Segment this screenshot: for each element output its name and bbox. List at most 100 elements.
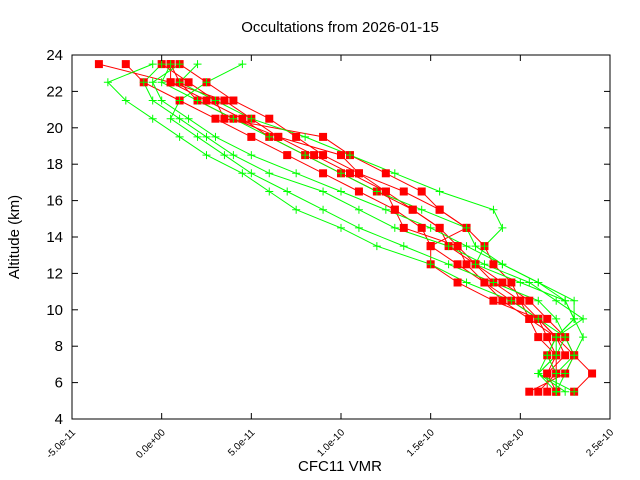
data-point-plus <box>337 223 345 232</box>
data-point-plus <box>462 223 471 232</box>
data-point-plus <box>337 187 345 196</box>
data-point-square <box>274 132 283 141</box>
data-point-plus <box>157 60 166 69</box>
data-point-square <box>354 187 363 196</box>
data-point-plus <box>372 187 381 196</box>
data-point-plus <box>426 223 435 232</box>
data-point-square <box>211 114 220 123</box>
data-point-plus <box>202 151 211 160</box>
data-point-square <box>184 78 193 87</box>
data-point-plus <box>211 132 220 141</box>
data-point-plus <box>381 205 390 214</box>
x-tick-label: 1.0e-10 <box>315 427 347 459</box>
data-point-square <box>265 114 274 123</box>
data-point-plus <box>489 205 498 214</box>
data-point-plus <box>417 205 426 214</box>
data-point-plus <box>552 351 561 360</box>
data-point-square <box>588 369 597 378</box>
data-point-square <box>238 114 247 123</box>
data-point-plus <box>552 387 561 396</box>
data-point-plus <box>319 187 328 196</box>
data-point-plus <box>229 151 238 160</box>
y-tick-label: 24 <box>46 47 63 64</box>
data-point-square <box>453 278 462 287</box>
data-point-square <box>319 132 328 141</box>
data-point-square <box>561 351 570 360</box>
data-point-plus <box>498 260 507 269</box>
data-point-square <box>292 132 301 141</box>
data-point-plus <box>103 78 112 87</box>
y-tick-label: 14 <box>46 229 63 246</box>
data-point-square <box>498 278 507 287</box>
data-point-plus <box>516 278 525 287</box>
profile-line <box>178 63 575 393</box>
data-point-square <box>453 242 462 251</box>
data-point-square <box>489 260 498 269</box>
data-point-plus <box>148 78 157 87</box>
y-tick-label: 6 <box>55 375 63 392</box>
data-point-square <box>426 242 435 251</box>
data-point-plus <box>247 114 256 123</box>
data-point-square <box>435 205 444 214</box>
data-point-plus <box>265 187 274 196</box>
data-point-square <box>408 205 417 214</box>
data-point-plus <box>121 96 130 105</box>
data-point-square <box>202 96 211 105</box>
data-point-plus <box>498 223 507 232</box>
data-point-plus <box>579 314 588 323</box>
data-point-plus <box>292 205 301 214</box>
data-point-plus <box>247 169 256 178</box>
x-tick-label: 2.5e-10 <box>584 427 616 459</box>
data-point-plus <box>552 333 561 342</box>
data-point-plus <box>552 314 561 323</box>
data-point-plus <box>193 132 202 141</box>
data-point-square <box>399 223 408 232</box>
data-point-plus <box>148 60 157 69</box>
data-point-square <box>390 205 399 214</box>
data-point-plus <box>444 260 453 269</box>
data-point-plus <box>184 114 193 123</box>
data-point-plus <box>157 96 166 105</box>
y-axis-label: Altitude (km) <box>6 195 23 279</box>
y-tick-label: 22 <box>46 83 63 100</box>
data-point-plus <box>292 169 301 178</box>
data-point-plus <box>319 205 328 214</box>
x-tick-label: -5.0e-11 <box>45 427 79 461</box>
data-point-plus <box>148 114 157 123</box>
data-point-plus <box>139 78 148 87</box>
data-point-plus <box>570 387 579 396</box>
data-point-plus <box>525 278 534 287</box>
y-tick-label: 8 <box>55 338 63 355</box>
data-point-plus <box>471 242 480 251</box>
data-point-square <box>534 333 543 342</box>
y-tick-label: 4 <box>55 411 63 428</box>
data-point-plus <box>444 242 453 251</box>
data-point-plus <box>372 242 381 251</box>
profile-line <box>170 64 593 393</box>
data-point-plus <box>238 60 247 69</box>
data-point-plus <box>534 296 543 305</box>
data-point-plus <box>561 296 570 305</box>
y-tick-label: 20 <box>46 120 63 137</box>
data-point-plus <box>543 351 552 360</box>
data-point-square <box>220 96 229 105</box>
data-point-plus <box>462 278 471 287</box>
data-point-square <box>345 169 354 178</box>
data-point-square <box>319 169 328 178</box>
data-point-plus <box>570 314 579 323</box>
data-point-plus <box>354 223 363 232</box>
data-point-plus <box>570 296 579 305</box>
y-tick-label: 10 <box>46 302 63 319</box>
data-point-plus <box>579 333 588 342</box>
data-point-square <box>399 187 408 196</box>
data-point-square <box>435 223 444 232</box>
profile-line <box>98 63 557 393</box>
x-tick-label: 1.5e-10 <box>405 427 437 459</box>
data-point-square <box>166 78 175 87</box>
data-point-square <box>543 369 552 378</box>
data-point-plus <box>238 169 247 178</box>
x-axis-label: CFC11 VMR <box>298 458 382 475</box>
data-point-plus <box>202 78 211 87</box>
